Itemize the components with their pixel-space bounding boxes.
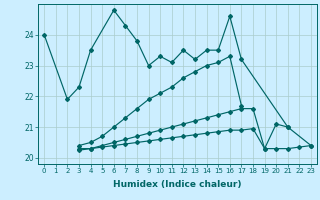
X-axis label: Humidex (Indice chaleur): Humidex (Indice chaleur) bbox=[113, 180, 242, 189]
